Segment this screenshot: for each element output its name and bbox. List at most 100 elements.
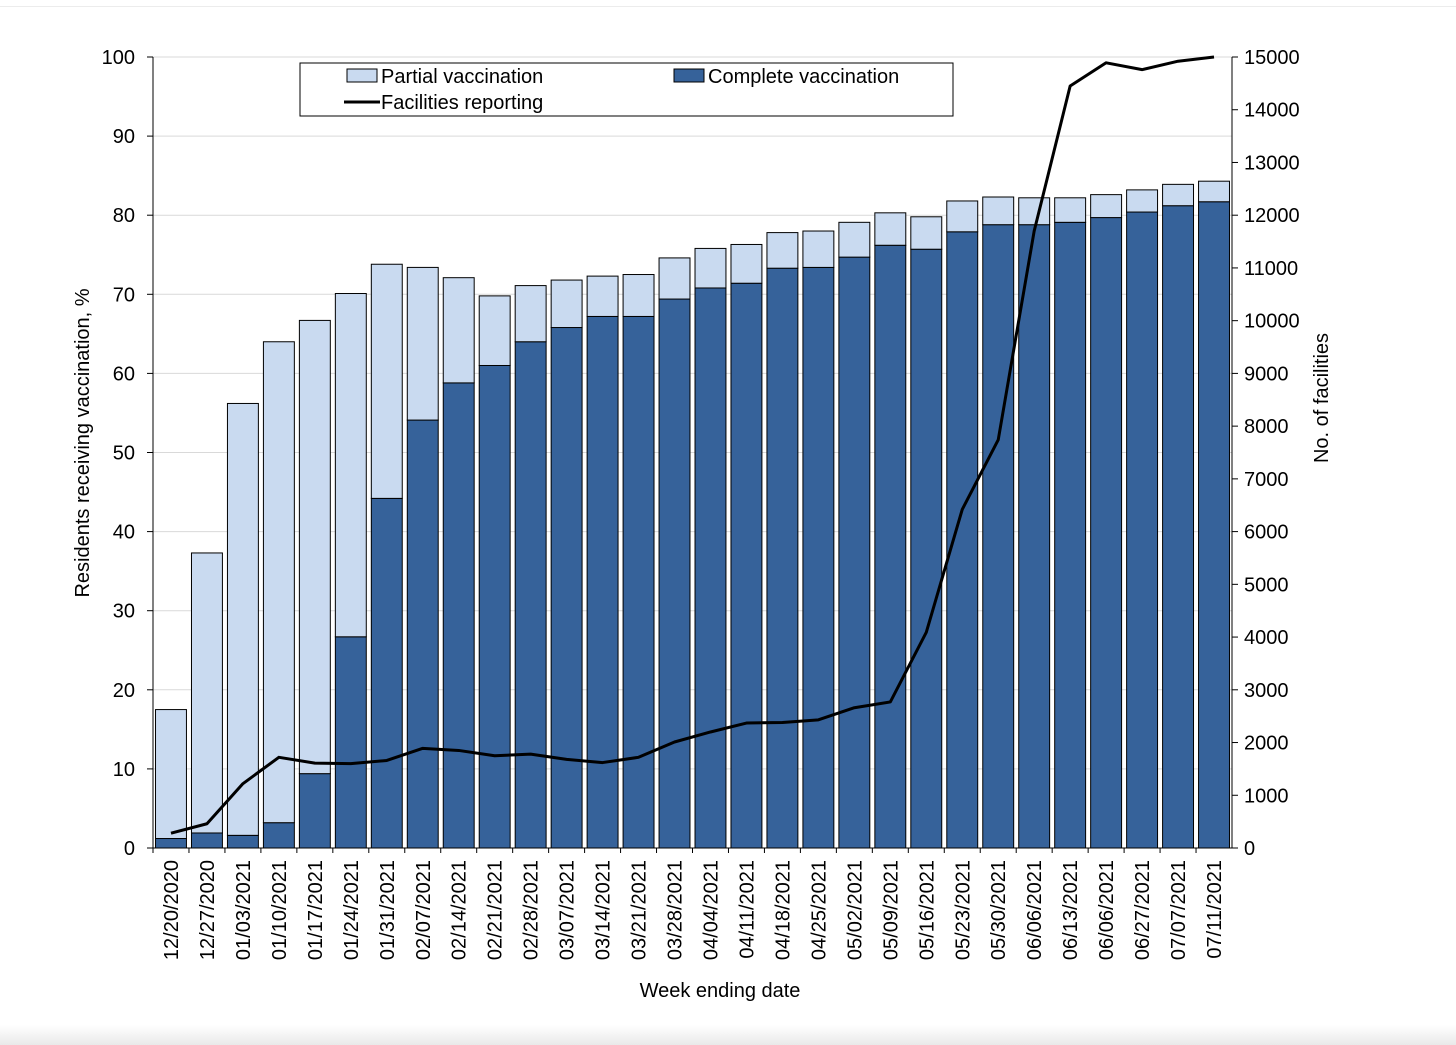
x-tick-label: 01/17/2021 <box>305 860 327 960</box>
y2-tick-label: 7000 <box>1244 469 1289 491</box>
x-tick-label: 12/27/2020 <box>197 860 219 960</box>
bar-complete <box>838 256 871 849</box>
bar-partial <box>514 285 547 343</box>
bar-complete <box>1198 201 1230 849</box>
bar-complete <box>478 364 511 849</box>
bar-partial <box>155 709 187 840</box>
top-border-line <box>0 6 1456 7</box>
y2-tick-label: 14000 <box>1244 100 1300 122</box>
x-tick-label: 06/13/2021 <box>1060 860 1082 960</box>
legend: Partial vaccination Complete vaccination… <box>299 62 954 117</box>
bar-partial <box>838 221 871 258</box>
bar-partial <box>802 230 835 268</box>
bar-partial <box>586 275 619 317</box>
bar-partial <box>874 212 907 246</box>
y2-tick-label: 10000 <box>1244 311 1300 333</box>
y-tick-label: 80 <box>113 205 135 227</box>
x-tick-label: 01/31/2021 <box>377 860 399 960</box>
bar-complete <box>1018 224 1051 849</box>
bottom-edge <box>0 1025 1456 1045</box>
x-tick-label: 02/14/2021 <box>449 860 471 960</box>
bar-complete <box>370 497 403 849</box>
bar-complete <box>982 224 1015 849</box>
x-tick-label: 07/07/2021 <box>1168 860 1190 960</box>
bar-complete <box>155 838 187 849</box>
x-tick-label: 05/16/2021 <box>916 860 938 960</box>
bar-partial <box>262 341 295 824</box>
bar-partial <box>946 200 979 233</box>
y2-tick-label: 5000 <box>1244 574 1289 596</box>
legend-box <box>299 62 954 117</box>
y2-tick-label: 0 <box>1244 838 1255 860</box>
x-tick-label: 03/07/2021 <box>557 860 579 960</box>
bar-complete <box>550 327 583 849</box>
bar-complete <box>658 298 691 849</box>
bar-complete <box>514 341 547 849</box>
y2-tick-label: 13000 <box>1244 152 1300 174</box>
x-tick-label: 05/02/2021 <box>844 860 866 960</box>
y2-tick-label: 8000 <box>1244 416 1289 438</box>
bar-partial <box>730 243 763 284</box>
gridlines <box>153 56 1232 770</box>
x-tick-label: 07/11/2021 <box>1204 860 1226 959</box>
x-tick-label: 03/21/2021 <box>629 860 651 960</box>
legend-label-partial: Partial vaccination <box>381 66 543 88</box>
x-tick-label: 03/14/2021 <box>593 860 615 960</box>
y-tick-label: 40 <box>113 522 135 544</box>
bar-complete <box>586 315 619 849</box>
bar-partial <box>442 277 475 384</box>
x-tick-label: 04/04/2021 <box>700 860 722 960</box>
bar-complete <box>730 282 763 849</box>
y-tick-label: 70 <box>113 284 135 306</box>
legend-label-facilities: Facilities reporting <box>381 92 543 114</box>
bar-partial <box>622 274 655 317</box>
bar-complete <box>874 244 907 849</box>
bar-complete <box>334 636 367 849</box>
y2-axis-label: No. of facilities <box>1311 333 1333 463</box>
x-tick-label: 03/28/2021 <box>665 860 687 960</box>
y-axis-label: Residents receiving vaccination, % <box>72 288 94 597</box>
bar-partial <box>694 247 727 289</box>
bar-partial <box>1054 197 1087 223</box>
y2-tick-label: 12000 <box>1244 205 1300 227</box>
x-tick-label: 06/06/2021 <box>1096 860 1118 960</box>
bar-complete <box>406 419 439 849</box>
y-tick-label: 30 <box>113 601 135 623</box>
y-tick-label: 10 <box>113 759 135 781</box>
x-tick-label: 02/28/2021 <box>521 860 543 960</box>
bar-complete <box>766 267 799 849</box>
x-tick-label: 05/30/2021 <box>988 860 1010 960</box>
x-tick-label: 04/18/2021 <box>772 860 794 960</box>
x-tick-label: 02/21/2021 <box>485 860 507 960</box>
axis-labels: Residents receiving vaccination, % No. o… <box>72 288 1333 1002</box>
y2-tick-label: 4000 <box>1244 627 1289 649</box>
x-tick-label: 06/06/2021 <box>1024 860 1046 960</box>
legend-swatch-complete <box>673 68 705 83</box>
bar-partial <box>550 279 583 329</box>
bar-complete <box>910 248 943 849</box>
bar-complete <box>946 231 979 849</box>
bar-complete <box>802 266 835 849</box>
y2-tick-label: 6000 <box>1244 522 1289 544</box>
x-tick-label: 02/07/2021 <box>413 860 435 960</box>
y-tick-label: 50 <box>113 443 135 465</box>
y-tick-label: 100 <box>102 47 135 69</box>
bar-partial <box>766 232 799 269</box>
bar-partial <box>1198 180 1230 203</box>
bar-complete <box>262 822 295 849</box>
bar-partial <box>298 319 331 775</box>
bar-complete <box>694 287 727 849</box>
bar-series <box>155 180 1230 849</box>
x-tick-label: 01/24/2021 <box>341 860 363 960</box>
y2-tick-label: 9000 <box>1244 363 1289 385</box>
bar-partial <box>910 216 943 250</box>
line-series <box>170 55 1215 835</box>
bar-partial <box>1018 197 1051 226</box>
bar-partial <box>1126 189 1159 213</box>
y2-tick-label: 2000 <box>1244 733 1289 755</box>
bar-partial <box>478 295 511 366</box>
bar-complete <box>298 773 331 849</box>
bar-partial <box>370 263 403 499</box>
legend-label-complete: Complete vaccination <box>708 66 899 88</box>
y-tick-label: 0 <box>124 838 135 860</box>
